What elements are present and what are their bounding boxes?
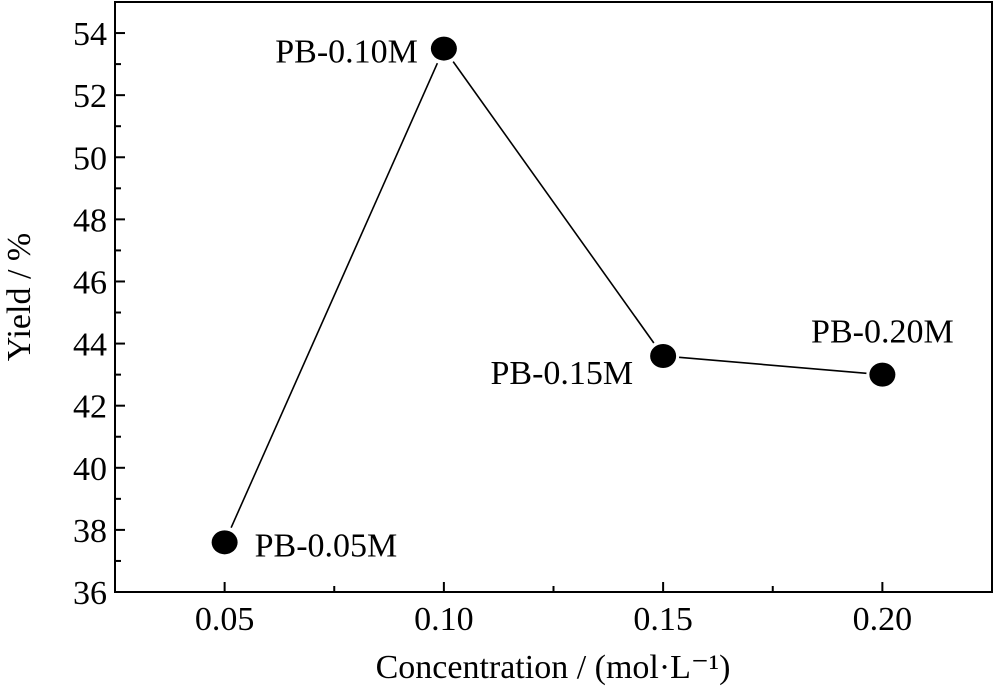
y-tick-label: 36	[73, 575, 107, 612]
x-tick-label: 0.20	[853, 601, 913, 638]
x-tick-label: 0.15	[633, 601, 693, 638]
data-markers	[211, 36, 896, 555]
x-tick-label: 0.05	[195, 601, 255, 638]
point-label: PB-0.20M	[811, 314, 954, 351]
y-tick-label: 54	[73, 16, 107, 53]
y-axis-title: Yield / %	[1, 233, 38, 361]
x-axis-title: Concentration / (mol·L⁻¹)	[376, 649, 731, 686]
y-tick-label: 40	[73, 451, 107, 488]
x-tick-label: 0.10	[414, 601, 474, 638]
plot-frame	[114, 1, 993, 593]
connector-lines	[230, 61, 867, 529]
point-label: PB-0.15M	[490, 355, 633, 392]
y-tick-label: 38	[73, 513, 107, 550]
point-label: PB-0.05M	[255, 527, 398, 564]
y-tick-label: 52	[73, 78, 107, 115]
y-tick-label: 44	[73, 327, 107, 364]
data-point	[650, 344, 677, 368]
point-labels: PB-0.05M PB-0.10M PB-0.15M PB-0.20M	[255, 34, 954, 565]
y-tick-label: 42	[73, 389, 107, 426]
y-tick-label: 48	[73, 202, 107, 239]
axis-ticks: 36 38 40 42 44 46 48 50 52 54 0.05 0.10 0.15 0.20	[73, 1, 913, 638]
connector-segment	[452, 61, 655, 344]
connector-segment	[678, 356, 867, 375]
data-point	[430, 36, 457, 61]
point-label: PB-0.10M	[275, 34, 418, 71]
connector-segment	[230, 62, 439, 529]
data-point	[869, 362, 896, 387]
data-point	[211, 530, 238, 555]
y-tick-label: 50	[73, 140, 107, 177]
y-tick-label: 46	[73, 264, 107, 301]
